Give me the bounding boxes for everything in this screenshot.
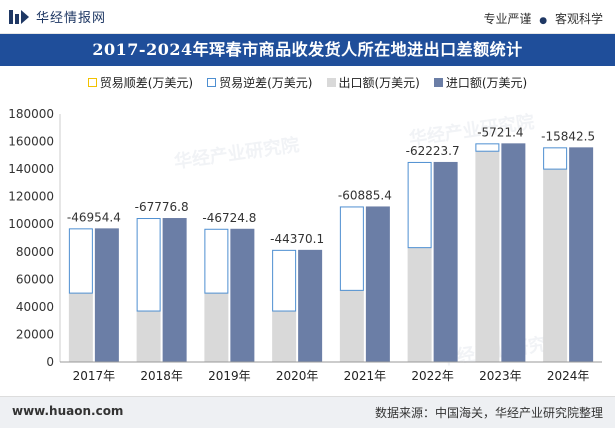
bar-export [68,293,93,362]
footer-source: 数据来源：中国海关，华经产业研究院整理 [374,406,603,420]
bar-import [501,143,526,362]
slogan-right: 客观科学 [554,12,603,26]
legend-label-surplus: 贸易顺差(万美元) [99,76,194,90]
slogan: 专业严谨 ● 客观科学 [479,10,603,27]
legend-label-deficit: 贸易逆差(万美元) [219,76,313,90]
legend-item-import: 进口额(万美元) [433,74,528,91]
data-label: -46954.4 [67,210,121,224]
legend: 贸易顺差(万美元) 贸易逆差(万美元) 出口额(万美元) 进口额(万美元) [0,74,615,91]
y-tick-label: 40000 [16,300,54,314]
legend-item-deficit: 贸易逆差(万美元) [207,74,313,91]
brand-name: 华经情报网 [36,11,107,26]
bar-import [298,249,323,362]
bars-group: -46954.4 -67776.8 -46724.8 -44370.1 -60885.4… [67,125,595,362]
bar-export [407,247,432,362]
y-tick-label: 180000 [8,107,54,121]
chart-title: 2017-2024年珲春市商品收发货人所在地进出口差额统计 [0,34,615,66]
legend-item-export: 出口额(万美元) [326,74,420,91]
legend-swatch-export [326,78,336,87]
bar-import [365,206,390,362]
data-label: -62223.7 [406,144,460,158]
x-tick-label: 2020年 [276,369,319,383]
bar-export [339,290,364,362]
bar-chart: 华经产业研究院 华经产业研究院 华经产业研究院 -46954.4-67776.8… [8,107,602,383]
bar-import [230,228,255,362]
legend-item-surplus: 贸易顺差(万美元) [87,74,194,91]
bar-import [162,218,187,362]
y-tick-label: 20000 [16,327,54,341]
x-tick-label: 2019年 [208,369,251,383]
data-label: -67776.8 [135,200,189,214]
bar-export [543,169,568,362]
data-label: -5721.4 [477,125,523,139]
footer-url: www.huaon.com [12,404,124,418]
bar-export [475,151,500,362]
legend-label-export: 出口额(万美元) [338,76,420,90]
data-label: -15842.5 [541,129,595,143]
bar-import [94,228,119,362]
data-label: -46724.8 [202,211,256,225]
slogan-separator: ● [539,16,548,26]
bar-export [272,311,297,362]
footer: www.huaon.com 数据来源：中国海关，华经产业研究院整理 [0,396,615,428]
bar-export [136,311,161,362]
bar-trade-deficit [339,206,364,291]
slogan-left: 专业严谨 [483,12,532,26]
bar-import [569,147,594,362]
watermark: 华经产业研究院 [173,134,301,173]
x-tick-label: 2024年 [547,369,590,383]
y-tick-label: 120000 [8,190,54,204]
x-tick-label: 2023年 [479,369,522,383]
legend-swatch-import [433,78,443,87]
x-tick-label: 2021年 [344,369,387,383]
bar-trade-deficit [136,218,161,312]
data-label: -60885.4 [338,188,392,202]
legend-swatch-surplus [87,78,97,87]
bar-trade-deficit [204,228,229,294]
x-axis: 2017年 2018年 2019年 2020年 2021年 2022年 2023年 2024年 [60,361,602,383]
y-tick-label: 60000 [16,272,54,286]
bar-trade-deficit [475,143,500,152]
bar-trade-deficit [543,147,568,170]
x-tick-label: 2017年 [73,369,116,383]
data-label: -44370.1 [270,232,324,246]
y-tick-label: 0 [46,355,54,369]
logo-icon [9,9,29,24]
bar-trade-deficit [272,249,297,312]
x-tick-label: 2018年 [140,369,183,383]
bar-import [433,161,458,362]
y-axis: 0 20000 40000 60000 80000 100000 120000 140000 1… [8,107,61,369]
bar-trade-deficit [68,228,93,294]
brand: 华经情报网 [8,7,106,26]
legend-swatch-deficit [207,78,217,87]
y-tick-label: 160000 [8,135,54,149]
x-tick-label: 2022年 [411,369,454,383]
y-tick-label: 140000 [8,162,54,176]
y-tick-label: 100000 [8,217,54,231]
bar-trade-deficit [407,161,432,249]
legend-label-import: 进口额(万美元) [445,76,528,90]
bar-export [204,293,229,362]
header-bar: 华经情报网 专业严谨 ● 客观科学 [0,0,615,34]
y-tick-label: 80000 [16,245,54,259]
